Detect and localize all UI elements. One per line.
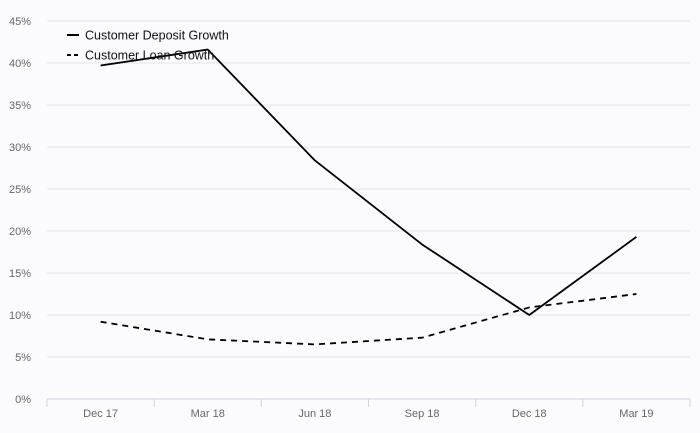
y-tick-label: 0%	[15, 394, 31, 406]
legend-label: Customer Loan Growth	[85, 49, 214, 63]
series-layer	[100, 48, 637, 346]
y-tick-label: 30%	[9, 142, 31, 154]
y-axis-ticks: 0% 5% 10% 15% 20% 25% 30% 35% 40% 45%	[9, 16, 31, 406]
grid-layer	[47, 20, 690, 358]
legend: Customer Deposit Growth Customer Loan Gro…	[67, 29, 229, 63]
x-tick-label: Mar 19	[619, 408, 653, 420]
x-tick-label: Sep 18	[405, 408, 440, 420]
deposit-growth-line	[100, 48, 637, 316]
x-tick-label: Dec 18	[512, 408, 547, 420]
y-tick-label: 10%	[9, 310, 31, 322]
y-tick-label: 35%	[9, 100, 31, 112]
y-tick-label: 25%	[9, 184, 31, 196]
y-tick-label: 45%	[9, 16, 31, 28]
y-tick-label: 20%	[9, 226, 31, 238]
x-axis: Dec 17 Mar 18 Jun 18 Sep 18 Dec 18 Mar 19	[46, 398, 691, 420]
loan-growth-line	[100, 293, 637, 346]
x-tick-label: Mar 18	[191, 408, 225, 420]
y-tick-label: 5%	[15, 352, 31, 364]
y-tick-label: 15%	[9, 268, 31, 280]
y-tick-label: 40%	[9, 58, 31, 70]
legend-label: Customer Deposit Growth	[85, 29, 229, 43]
x-tick-label: Dec 17	[83, 408, 118, 420]
x-tick-label: Jun 18	[298, 408, 331, 420]
